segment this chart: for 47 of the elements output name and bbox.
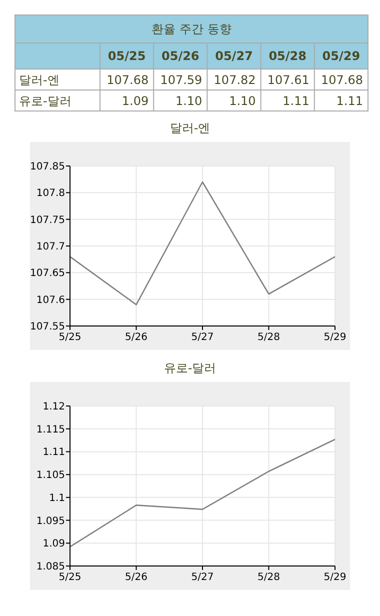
x-tick-label: 5/28 [258, 572, 280, 583]
y-tick-label: 107.7 [36, 242, 65, 252]
x-tick-label: 5/26 [125, 572, 148, 583]
line-series [69, 181, 336, 306]
y-tick-label: 1.1 [49, 492, 65, 504]
text: 유로-달러 [19, 94, 72, 108]
category-label: 05/27 [215, 49, 253, 63]
x-tick-label: 5/27 [191, 332, 214, 343]
y-tick-label: 1.085 [36, 562, 65, 572]
x-tick-label: 5/25 [58, 332, 82, 343]
data-label: 1.10 [175, 94, 202, 108]
category-label: 05/26 [162, 49, 200, 63]
y-tick-label: 1.115 [36, 424, 65, 436]
text: 환율 주간 동향 [152, 22, 232, 36]
data-label: 107.68 [106, 73, 149, 87]
x-tick-label: 5/29 [324, 332, 346, 343]
y-tick-label: 1.105 [36, 470, 65, 482]
x-tick-label: 5/25 [58, 572, 82, 583]
chart-title: 유로-달러 [164, 361, 216, 375]
y-tick-label: 107.8 [36, 188, 65, 200]
category-label: 05/29 [322, 49, 360, 63]
data-label: 107.61 [267, 73, 310, 87]
x-tick-label: 5/27 [191, 572, 214, 583]
data-label: 107.68 [321, 73, 363, 87]
y-tick-label: 107.6 [36, 294, 65, 306]
y-tick-label: 107.75 [30, 214, 65, 226]
line-series [69, 438, 336, 548]
data-label: 1.09 [122, 94, 149, 108]
y-tick-label: 1.11 [42, 447, 65, 458]
y-tick-label: 107.55 [30, 322, 65, 332]
category-label: 05/28 [268, 49, 306, 63]
data-label: 1.10 [229, 94, 256, 108]
chart-title: 달러-엔 [170, 121, 210, 135]
data-label: 107.59 [160, 73, 202, 87]
data-label: 1.11 [282, 94, 310, 108]
category-label: 05/25 [108, 49, 146, 63]
x-tick-label: 5/26 [125, 332, 148, 343]
y-tick-label: 1.12 [42, 402, 65, 412]
y-tick-label: 107.65 [30, 268, 65, 280]
text: 달러-엔 [19, 73, 60, 87]
data-label: 1.11 [336, 94, 363, 108]
y-tick-label: 1.09 [42, 538, 65, 550]
data-label: 107.82 [214, 73, 256, 87]
x-tick-label: 5/28 [258, 332, 280, 343]
y-tick-label: 1.095 [36, 516, 65, 527]
x-tick-label: 5/29 [324, 572, 346, 583]
y-tick-label: 107.85 [30, 162, 65, 172]
